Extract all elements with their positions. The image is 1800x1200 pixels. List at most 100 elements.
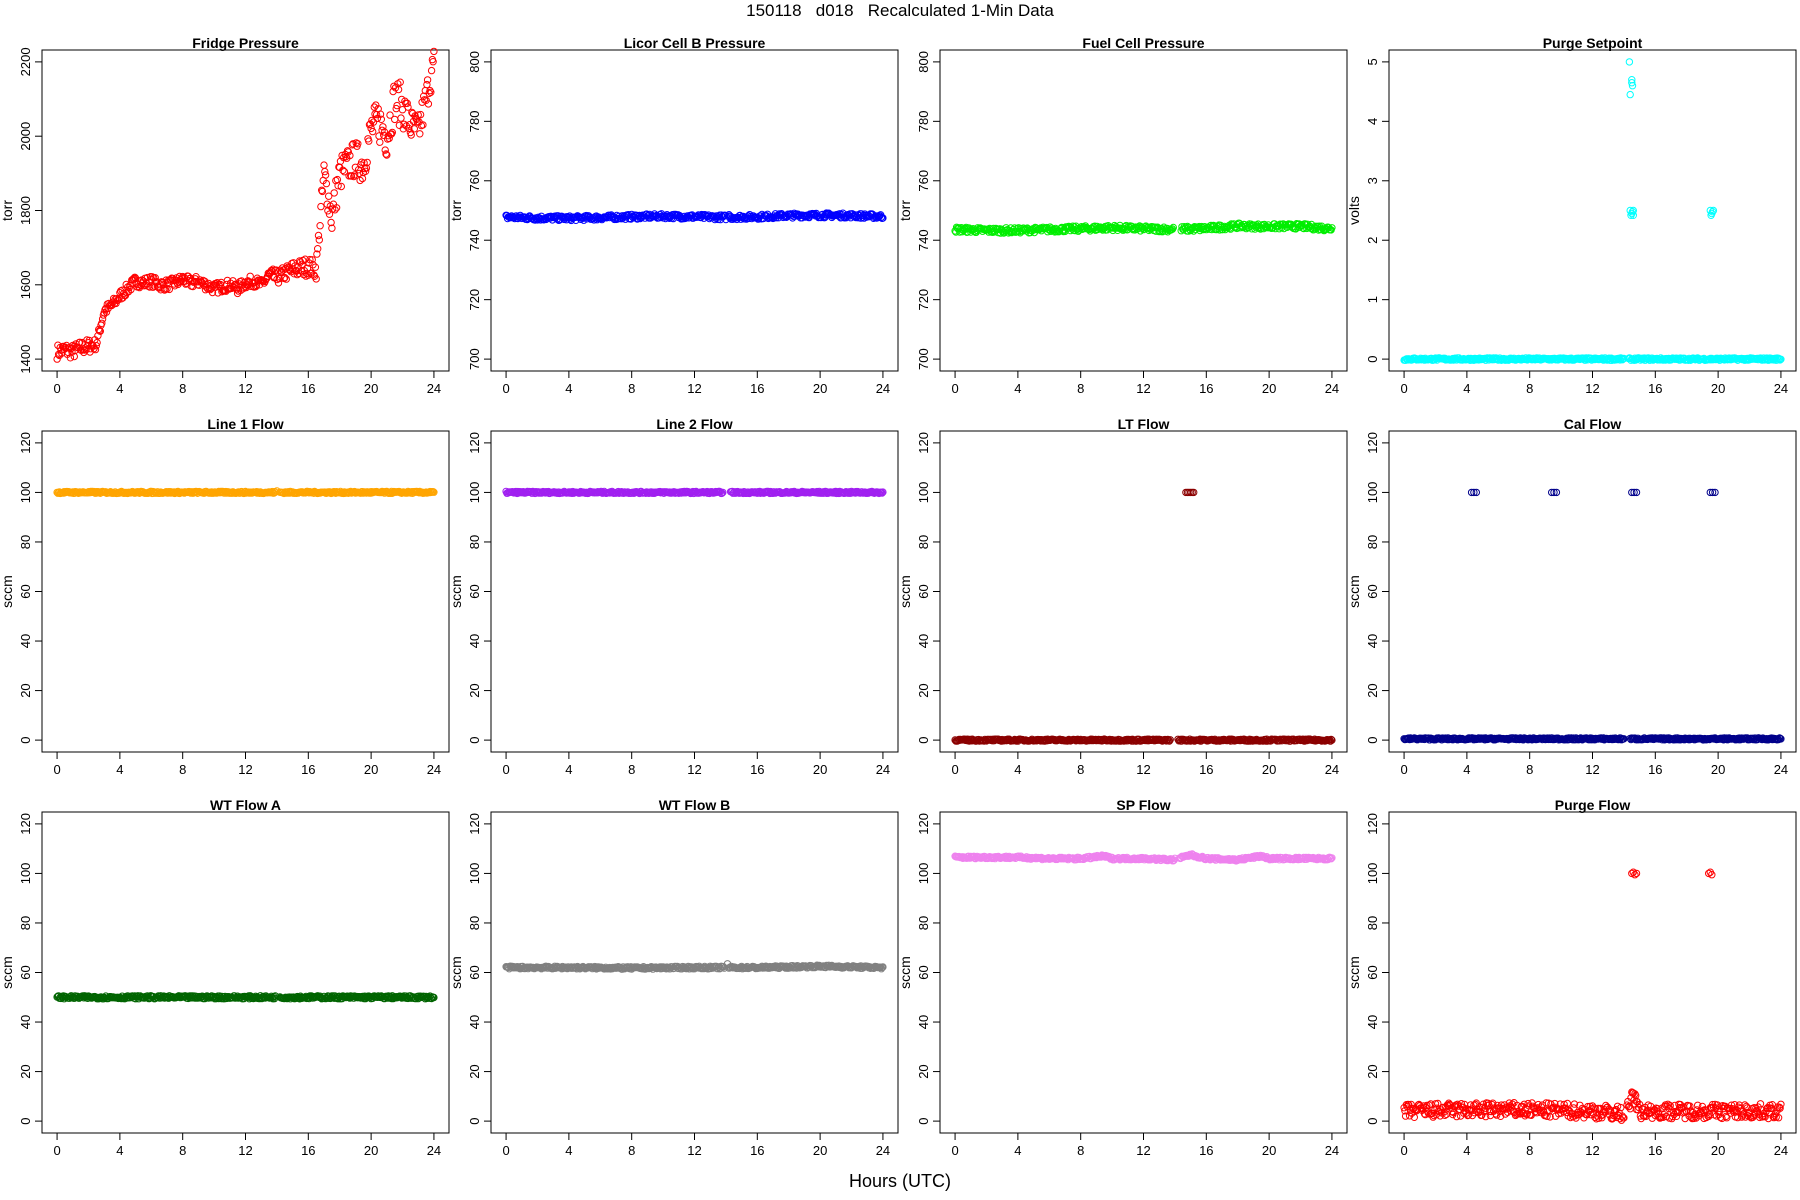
data-point [92, 342, 101, 350]
data-point [352, 139, 360, 147]
data-point [404, 103, 412, 111]
data-point [416, 110, 425, 119]
data-point [361, 167, 370, 176]
data-point [267, 266, 276, 275]
x-tick-label: 0 [502, 381, 509, 396]
data-point [380, 128, 389, 136]
data-point [394, 85, 403, 94]
data-point [311, 263, 320, 271]
data-point [325, 192, 333, 200]
data-point [704, 211, 713, 219]
data-point [388, 128, 396, 137]
data-point [95, 327, 104, 335]
data-point [127, 285, 135, 294]
y-tick-label: 760 [467, 170, 482, 192]
x-tick-label: 16 [301, 381, 315, 396]
data-point [339, 166, 347, 175]
data-point [380, 131, 388, 140]
data-point [314, 245, 322, 253]
data-point [151, 274, 159, 282]
data-point [427, 66, 436, 75]
data-point [318, 186, 326, 195]
y-tick-label: 2200 [18, 47, 33, 76]
main-title: 150118 d018 Recalculated 1-Min Data [746, 1, 1054, 20]
data-point [369, 118, 378, 126]
data-point [385, 134, 393, 143]
y-axis-label: torr [448, 200, 464, 221]
data-point [313, 250, 321, 258]
data-point [281, 273, 289, 282]
data-point [148, 273, 156, 281]
data-point [321, 167, 329, 176]
data-point [405, 124, 413, 133]
data-point [376, 110, 385, 118]
data-point [179, 272, 187, 281]
data-point [76, 338, 84, 346]
x-tick-label: 24 [427, 381, 441, 396]
data-point [184, 272, 192, 280]
data-point [277, 268, 285, 277]
data-point [91, 345, 100, 354]
data-point [402, 122, 411, 130]
data-point [393, 101, 401, 110]
data-point [330, 189, 338, 197]
data-point [376, 138, 384, 146]
data-point [430, 47, 438, 56]
x-tick-label: 8 [628, 381, 635, 396]
data-point [272, 266, 280, 274]
data-point [314, 231, 323, 240]
data-point [355, 169, 363, 178]
data-point [308, 256, 316, 264]
data-point [354, 140, 362, 148]
data-point [321, 171, 330, 179]
data-point [397, 114, 405, 122]
y-tick-label: 1800 [18, 196, 33, 225]
data-point [252, 283, 260, 291]
data-point [175, 272, 184, 281]
data-point [427, 88, 435, 97]
data-point [379, 123, 387, 131]
data-point [400, 120, 408, 129]
data-point [316, 222, 324, 230]
x-tick-label: 4 [116, 381, 123, 396]
data-point [309, 261, 317, 269]
data-point [386, 111, 394, 119]
x-tick-label: 16 [750, 381, 764, 396]
data-point [207, 281, 215, 289]
data-point [312, 275, 320, 283]
data-point [381, 146, 389, 154]
data-point [53, 355, 61, 363]
data-point [423, 80, 431, 89]
data-point [328, 224, 336, 232]
data-point [423, 76, 432, 84]
x-tick-label: 12 [687, 381, 701, 396]
data-point [340, 168, 349, 176]
data-point [372, 101, 380, 109]
data-point [315, 236, 323, 244]
data-point [327, 218, 335, 227]
data-points [502, 209, 887, 225]
data-point [317, 202, 325, 211]
data-point [365, 121, 374, 129]
data-point [292, 267, 301, 275]
y-tick-label: 1600 [18, 270, 33, 299]
x-tick-label: 20 [364, 381, 378, 396]
data-point [363, 158, 371, 167]
x-tick-label: 8 [179, 381, 186, 396]
data-point [349, 140, 357, 148]
data-point [711, 215, 719, 224]
data-point [377, 115, 385, 124]
data-point [303, 269, 311, 278]
data-point [365, 137, 373, 145]
data-point [95, 325, 103, 334]
data-point [230, 281, 239, 289]
data-point [429, 58, 437, 66]
data-point [208, 288, 217, 297]
data-point [274, 279, 283, 287]
data-point [422, 96, 430, 105]
data-point [291, 262, 299, 270]
data-point [318, 187, 327, 196]
data-point [54, 350, 63, 359]
